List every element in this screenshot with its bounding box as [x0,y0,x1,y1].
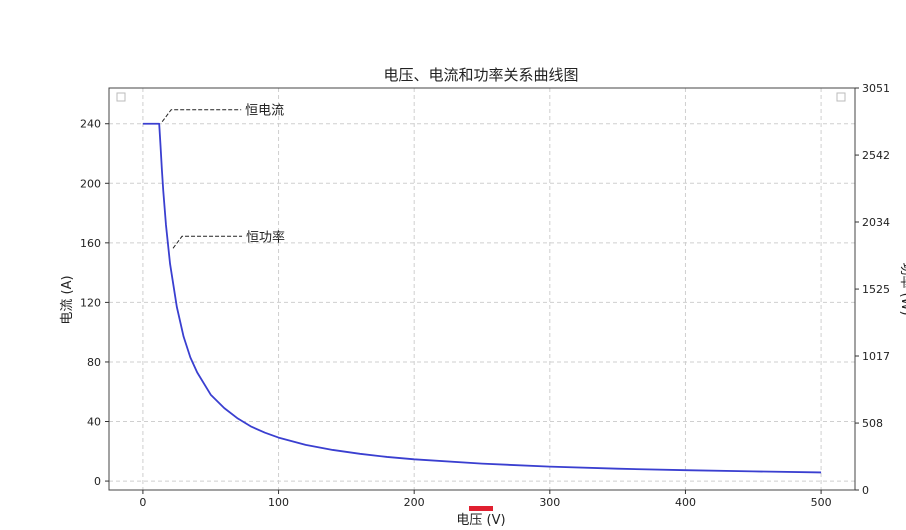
y-tick-label: 0 [94,475,101,488]
annotation-leader [161,109,242,123]
y2-tick-label: 508 [862,417,883,430]
y-tick-label: 80 [87,356,101,369]
legend-marker-left [116,92,126,102]
y2-tick-label: 0 [862,484,869,497]
y-tick-label: 240 [80,118,101,131]
y2-tick-label: 3051 [862,82,890,95]
series-layer [142,122,822,474]
x-axis-title: 电压 (V) [456,513,505,528]
y2-tick-label: 2542 [862,149,890,162]
y2-axis-ticks: 0 508 1017 1525 2034 2542 3051 [855,82,890,497]
y-tick-label: 160 [80,237,101,250]
series-line [142,122,822,474]
y-tick-label: 40 [87,416,101,429]
y2-tick-label: 2034 [862,216,890,229]
legend-marker-right [836,92,846,102]
y2-tick-label: 1017 [862,350,890,363]
x-tick-label: 200 [404,496,425,509]
y-axis-title: 电流 (A) [60,275,75,324]
y-axis-ticks: 0 40 80 120 160 200 240 [80,118,109,488]
x-tick-label: 500 [811,496,832,509]
x-tick-label: 400 [675,496,696,509]
annotation-label: 恒功率 [246,229,285,245]
y2-tick-label: 1525 [862,283,890,296]
y2-axis-title: 功率 (W) [898,262,906,315]
x-tick-label: 0 [139,496,146,509]
red-marker [469,506,493,511]
chart-title: 电压、电流和功率关系曲线图 [383,66,578,84]
x-tick-label: 300 [539,496,560,509]
y-tick-label: 120 [80,296,101,309]
annotation-leader [172,235,243,249]
y-tick-label: 200 [80,177,101,190]
annotation-label: 恒电流 [245,104,284,119]
grid-lines [109,88,855,490]
x-tick-label: 100 [268,496,289,509]
x-axis-ticks: 0 100 200 300 400 500 [139,490,832,509]
